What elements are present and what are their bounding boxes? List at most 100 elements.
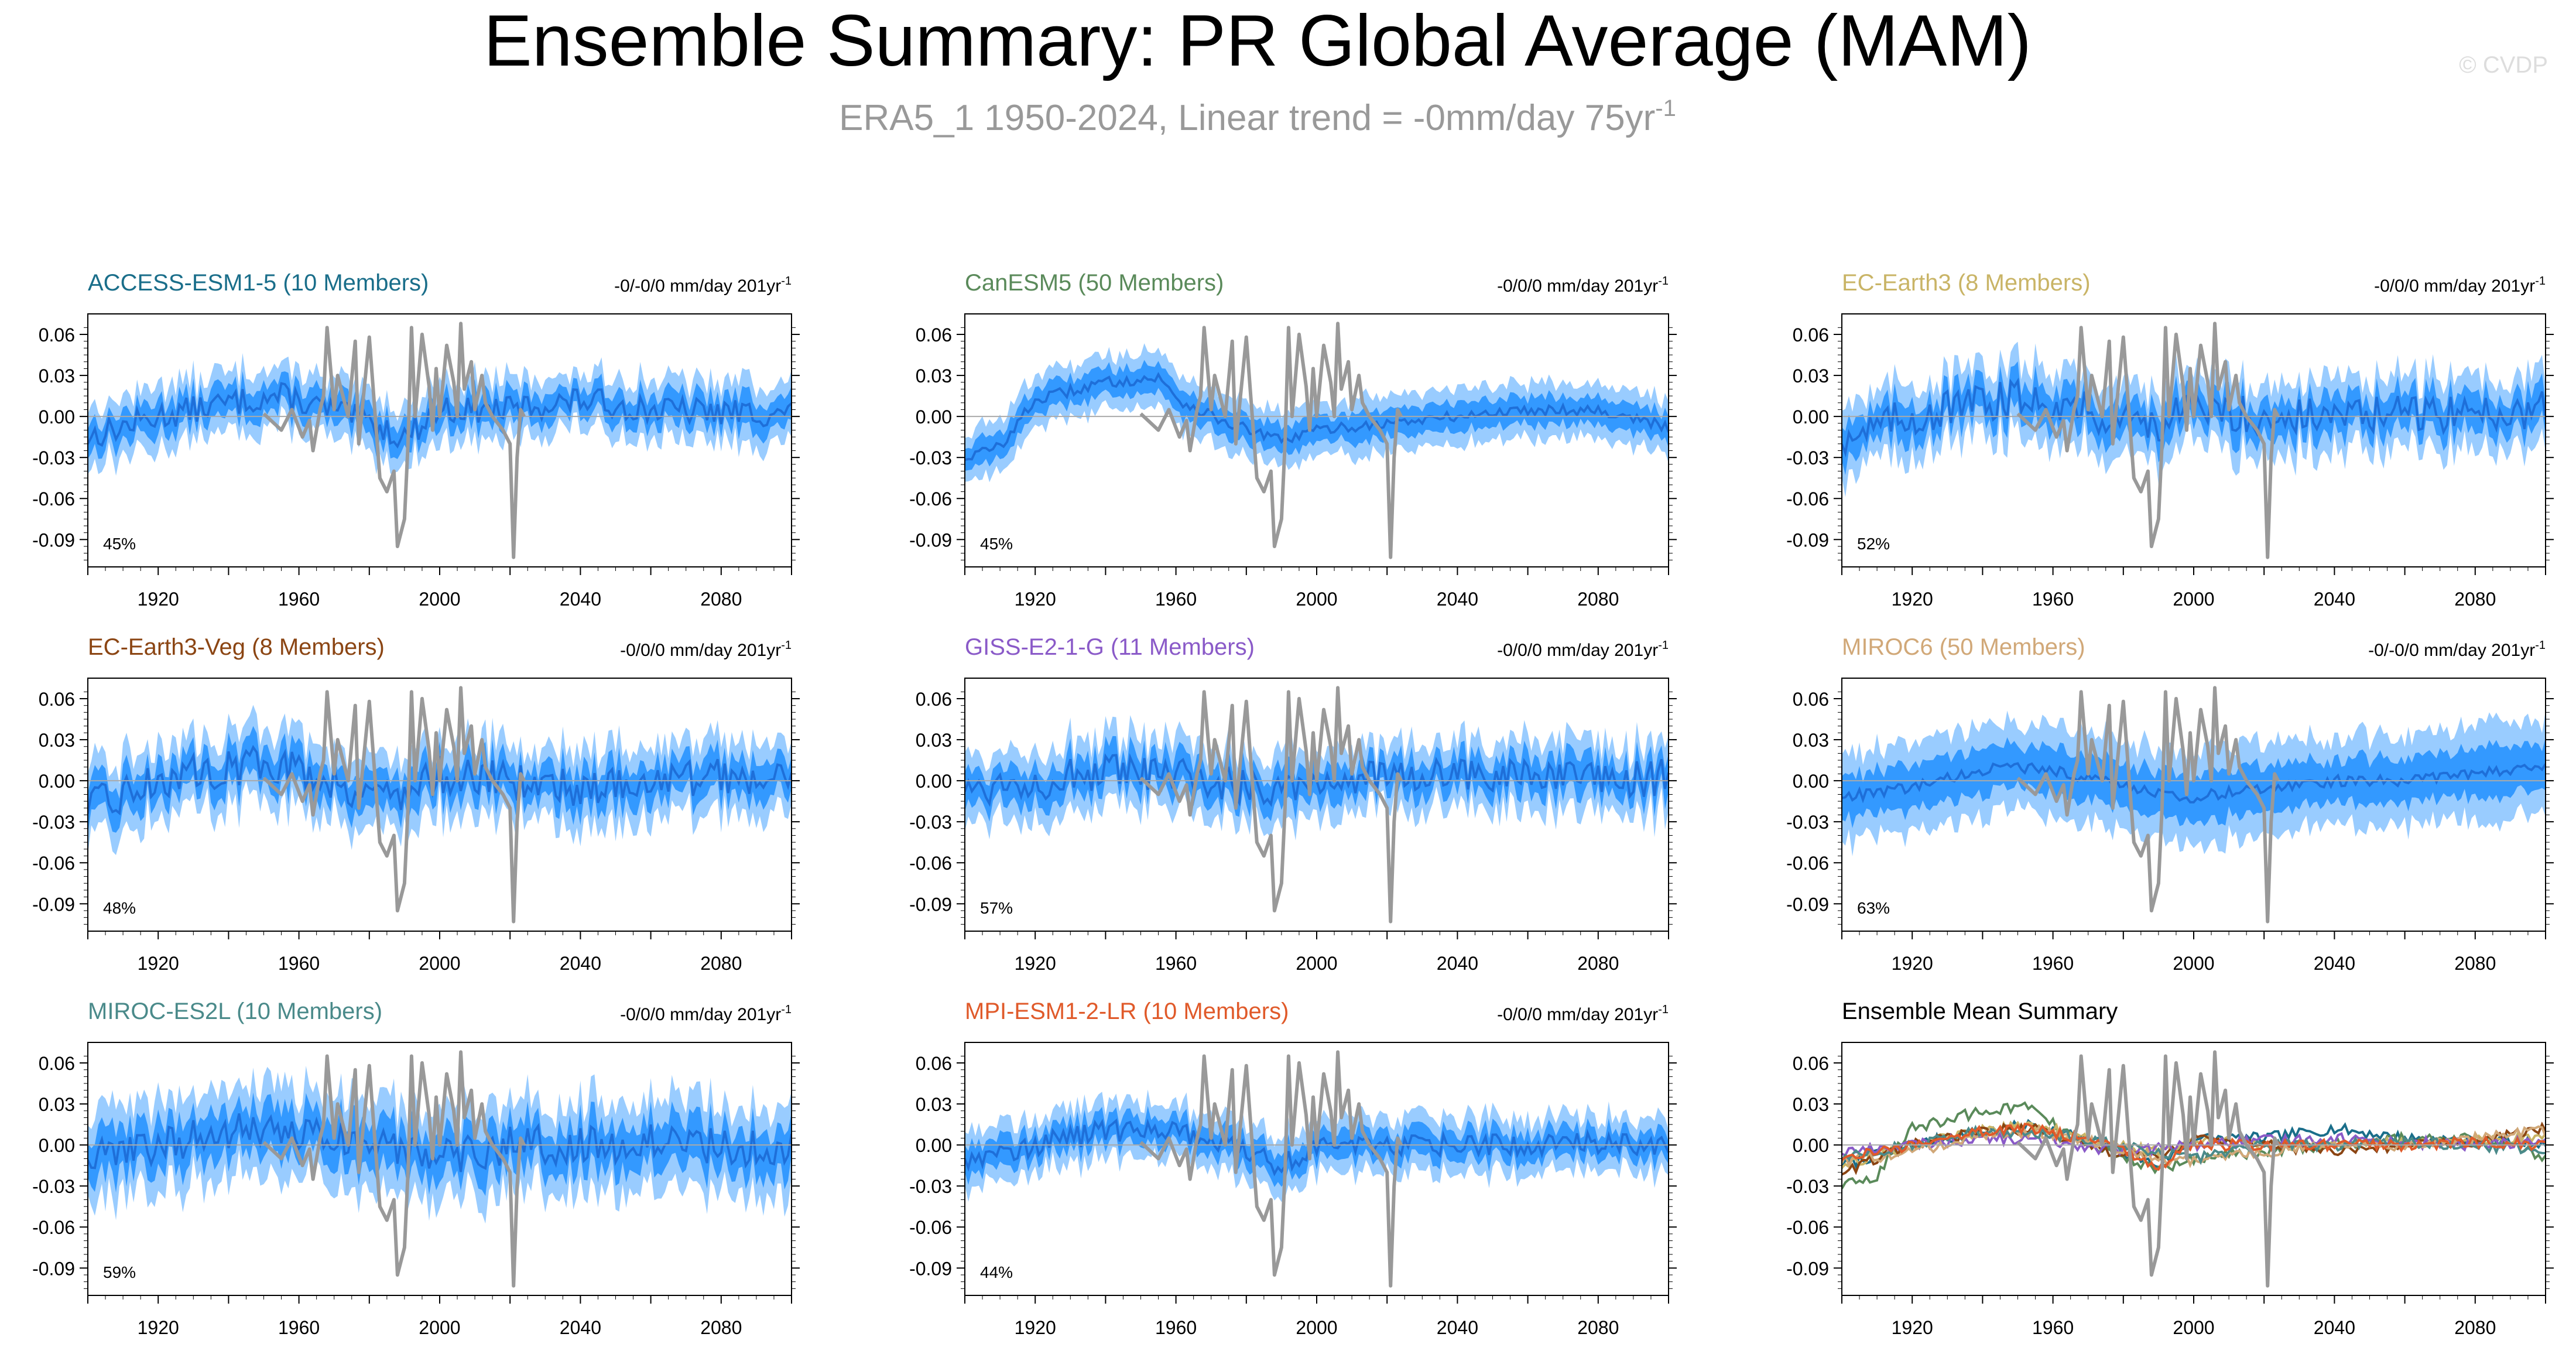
panel-trend-text: -0/0/0 mm/day 201yr-1 bbox=[2374, 275, 2546, 296]
panel-3: EC-Earth3-Veg (8 Members) -0/0/0 mm/day 2… bbox=[32, 634, 800, 974]
y-tick-label: -0.06 bbox=[909, 488, 952, 509]
x-tick-label: 2000 bbox=[1296, 953, 1337, 974]
panel-trend-sup: -1 bbox=[1658, 275, 1669, 288]
panel-5: MIROC6 (50 Members) -0/-0/0 mm/day 201yr-… bbox=[1786, 634, 2554, 974]
y-tick-label: 0.03 bbox=[39, 730, 75, 751]
x-tick-label: 1920 bbox=[1892, 589, 1933, 610]
panel-title: CanESM5 (50 Members) bbox=[965, 270, 1224, 296]
panel-4: GISS-E2-1-G (11 Members) -0/0/0 mm/day 20… bbox=[909, 634, 1677, 974]
y-tick-label: -0.06 bbox=[32, 1217, 75, 1238]
y-tick-label: -0.03 bbox=[1786, 812, 1829, 833]
observation-line bbox=[1139, 686, 1403, 924]
panel-trend-main: -0/0/0 mm/day 201yr bbox=[2374, 276, 2535, 296]
observation-line bbox=[262, 322, 526, 559]
panel-trend-text: -0/0/0 mm/day 201yr-1 bbox=[620, 1003, 792, 1024]
x-tick-label: 1920 bbox=[1015, 953, 1056, 974]
y-tick-label: -0.09 bbox=[32, 894, 75, 915]
y-tick-label: -0.06 bbox=[909, 853, 952, 874]
panel-7: MPI-ESM1-2-LR (10 Members) -0/0/0 mm/day … bbox=[909, 998, 1677, 1338]
x-tick-label: 2000 bbox=[2173, 953, 2214, 974]
panel-trend-text: -0/0/0 mm/day 201yr-1 bbox=[1497, 639, 1669, 660]
panel-trend-sup: -1 bbox=[2535, 639, 2546, 652]
y-tick-label: 0.00 bbox=[916, 771, 952, 792]
observation-line bbox=[262, 1050, 526, 1288]
x-tick-label: 2000 bbox=[419, 953, 460, 974]
y-tick-label: 0.06 bbox=[1793, 689, 1829, 710]
x-tick-label: 2000 bbox=[2173, 1317, 2214, 1338]
ensemble-mean-line bbox=[965, 372, 1669, 461]
x-tick-label: 1960 bbox=[278, 589, 320, 610]
panel-trend-main: -0/0/0 mm/day 201yr bbox=[1497, 1005, 1658, 1024]
x-tick-label: 2040 bbox=[2314, 1317, 2355, 1338]
y-tick-label: -0.09 bbox=[909, 894, 952, 915]
x-tick-label: 2040 bbox=[560, 1317, 601, 1338]
x-tick-label: 1920 bbox=[1015, 589, 1056, 610]
y-tick-label: 0.03 bbox=[916, 1094, 952, 1115]
panel-8: Ensemble Mean Summary 0.06 0.03 0.00 -0.03 -0… bbox=[1786, 998, 2554, 1338]
figure-subtitle-sup: -1 bbox=[1655, 95, 1676, 121]
y-tick-label: -0.09 bbox=[32, 1258, 75, 1279]
observation-line bbox=[1139, 1050, 1403, 1288]
panel-title: EC-Earth3 (8 Members) bbox=[1842, 270, 2091, 296]
panel-trend-sup: -1 bbox=[1658, 639, 1669, 652]
panel-title: EC-Earth3-Veg (8 Members) bbox=[88, 634, 385, 660]
x-tick-label: 2040 bbox=[2314, 953, 2355, 974]
panel-title: MPI-ESM1-2-LR (10 Members) bbox=[965, 998, 1289, 1024]
watermark: © CVDP bbox=[2459, 52, 2548, 78]
observation-line bbox=[1139, 322, 1403, 559]
x-tick-label: 1920 bbox=[1892, 1317, 1933, 1338]
y-tick-label: 0.00 bbox=[1793, 406, 1829, 428]
panel-trend-text: -0/-0/0 mm/day 201yr-1 bbox=[2368, 639, 2546, 660]
figure-subtitle-main: ERA5_1 1950-2024, Linear trend = -0mm/da… bbox=[839, 98, 1655, 138]
panel-trend-main: -0/-0/0 mm/day 201yr bbox=[2368, 641, 2535, 660]
panel-trend-main: -0/-0/0 mm/day 201yr bbox=[614, 276, 781, 296]
percent-label: 45% bbox=[980, 535, 1013, 553]
y-tick-label: 0.03 bbox=[916, 730, 952, 751]
y-tick-label: -0.03 bbox=[32, 447, 75, 469]
y-tick-label: 0.00 bbox=[1793, 771, 1829, 792]
ensemble-mean-series-1 bbox=[1842, 1101, 2546, 1189]
x-tick-label: 1960 bbox=[2032, 1317, 2074, 1338]
y-tick-label: 0.03 bbox=[1793, 365, 1829, 387]
y-tick-label: 0.03 bbox=[1793, 1094, 1829, 1115]
x-tick-label: 2080 bbox=[2454, 1317, 2496, 1338]
y-tick-label: 0.06 bbox=[39, 689, 75, 710]
y-tick-label: -0.03 bbox=[32, 1176, 75, 1197]
y-tick-label: 0.00 bbox=[39, 1135, 75, 1156]
panel-frame bbox=[87, 678, 792, 932]
y-tick-label: -0.03 bbox=[1786, 1176, 1829, 1197]
x-tick-label: 1920 bbox=[1892, 953, 1933, 974]
y-tick-label: -0.03 bbox=[32, 812, 75, 833]
x-tick-label: 2000 bbox=[2173, 589, 2214, 610]
percent-label: 44% bbox=[980, 1263, 1013, 1281]
y-tick-label: 0.00 bbox=[39, 771, 75, 792]
y-tick-label: 0.00 bbox=[916, 406, 952, 428]
x-tick-label: 1960 bbox=[1155, 589, 1197, 610]
percent-label: 52% bbox=[1857, 535, 1890, 553]
y-tick-label: 0.03 bbox=[1793, 730, 1829, 751]
x-tick-label: 2080 bbox=[1577, 1317, 1619, 1338]
x-tick-label: 2040 bbox=[1437, 953, 1478, 974]
panel-title: ACCESS-ESM1-5 (10 Members) bbox=[88, 270, 429, 296]
x-tick-label: 1960 bbox=[1155, 1317, 1197, 1338]
observation-line bbox=[262, 686, 526, 924]
y-tick-label: 0.06 bbox=[39, 324, 75, 346]
panel-trend-text: -0/0/0 mm/day 201yr-1 bbox=[620, 639, 792, 660]
x-tick-label: 2080 bbox=[700, 589, 742, 610]
observation-line bbox=[2016, 686, 2280, 924]
y-tick-label: 0.06 bbox=[916, 1053, 952, 1074]
y-tick-label: -0.06 bbox=[32, 853, 75, 874]
ensemble-iqr-band bbox=[88, 726, 792, 835]
y-tick-label: -0.09 bbox=[1786, 1258, 1829, 1279]
x-tick-label: 2000 bbox=[1296, 1317, 1337, 1338]
x-tick-label: 2000 bbox=[419, 1317, 460, 1338]
percent-label: 45% bbox=[103, 535, 136, 553]
x-tick-label: 2080 bbox=[2454, 953, 2496, 974]
panel-2: EC-Earth3 (8 Members) -0/0/0 mm/day 201yr… bbox=[1786, 270, 2554, 610]
panel-6: MIROC-ES2L (10 Members) -0/0/0 mm/day 201… bbox=[32, 998, 800, 1338]
x-tick-label: 2080 bbox=[700, 953, 742, 974]
x-tick-label: 2080 bbox=[1577, 953, 1619, 974]
y-tick-label: -0.09 bbox=[909, 529, 952, 550]
percent-label: 59% bbox=[103, 1263, 136, 1281]
y-tick-label: -0.06 bbox=[1786, 853, 1829, 874]
